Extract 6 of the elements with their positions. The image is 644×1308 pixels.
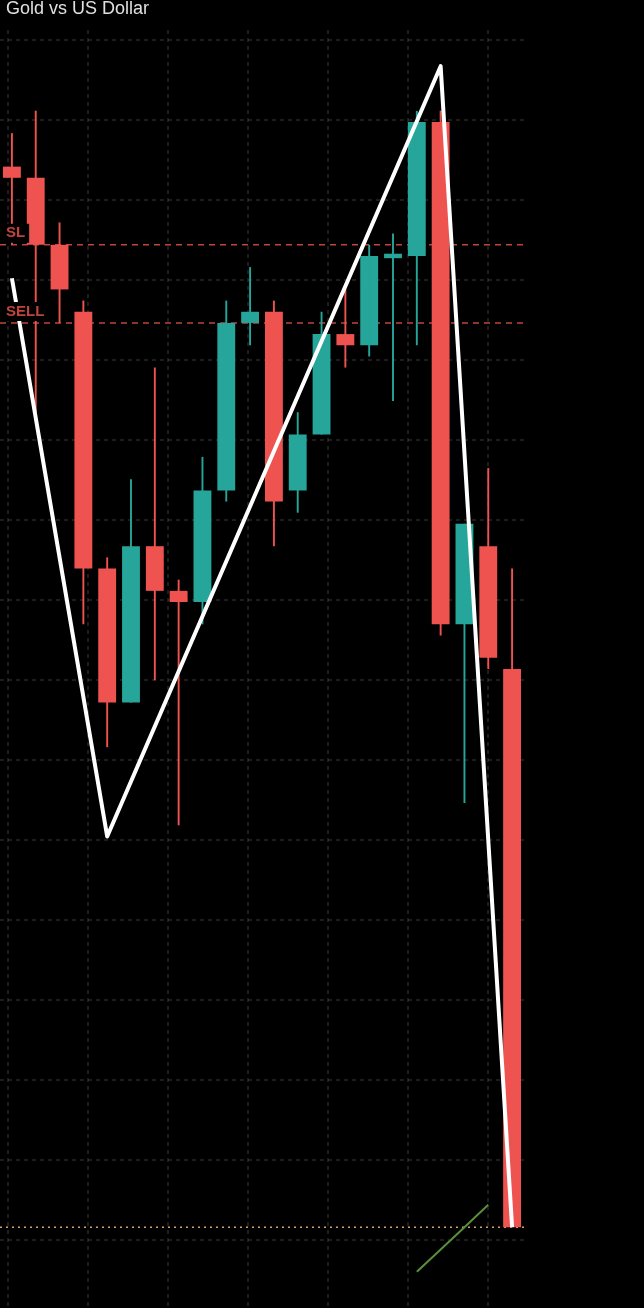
- candlestick: [74, 300, 93, 625]
- candlestick: [145, 367, 164, 681]
- chart-title: Gold vs US Dollar: [6, 0, 150, 18]
- candlestick: [479, 468, 498, 669]
- ref-line-label: SL: [6, 223, 26, 241]
- ref-line-label: SELL: [6, 301, 45, 319]
